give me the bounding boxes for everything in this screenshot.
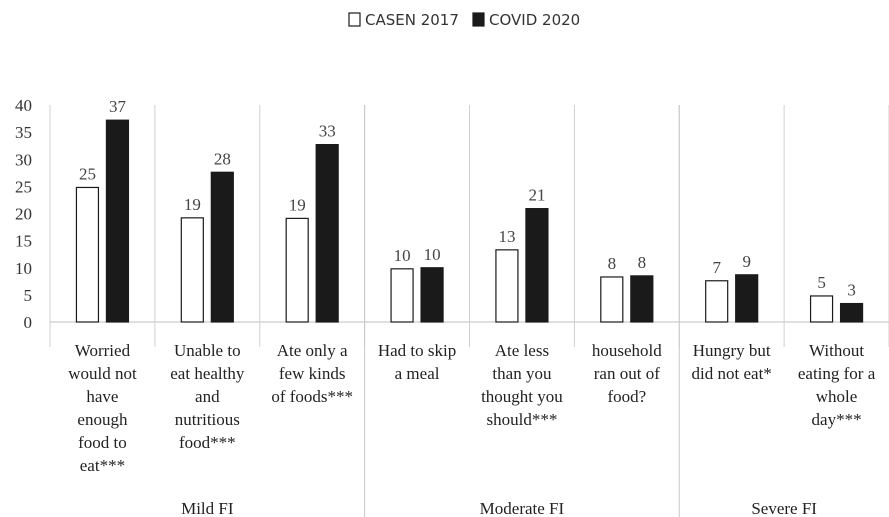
data-label: 37	[109, 97, 127, 116]
data-label: 33	[319, 122, 336, 141]
bar-casen-2017	[390, 268, 414, 323]
data-label: 21	[528, 186, 545, 205]
y-tick-label: 25	[15, 177, 32, 196]
bar-casen-2017	[180, 217, 204, 323]
y-tick-label: 40	[15, 96, 32, 115]
bar-casen-2017	[75, 186, 100, 323]
bar-casen-2017	[495, 249, 519, 323]
category-label-line: Without	[809, 341, 864, 360]
category-label-line: few kinds	[279, 364, 346, 383]
category-label: Had to skip a meal	[378, 341, 456, 383]
bar-casen-2017	[809, 295, 834, 323]
y-tick-label: 10	[15, 259, 32, 278]
legend-swatch-covid-2020	[472, 12, 485, 27]
category-label-line: Ate less	[495, 341, 549, 360]
data-label: 13	[498, 227, 515, 246]
legend-swatch-casen-2017	[348, 12, 361, 27]
category-label-line: a meal	[395, 364, 440, 383]
data-label: 8	[608, 254, 617, 273]
category-label: Without eating for a whole day***	[798, 341, 876, 429]
bar-casen-2017	[705, 280, 729, 323]
category-label-line: eating for a	[798, 364, 876, 383]
bar-covid-2020	[525, 208, 549, 323]
category-label-line: eat***	[80, 456, 125, 475]
category-label-line: food to	[78, 433, 127, 452]
y-tick-label: 0	[24, 313, 33, 332]
category-label-line: Hungry but	[693, 341, 771, 360]
data-label: 19	[184, 195, 201, 214]
bar-covid-2020	[735, 274, 759, 323]
x-axis: Worried would not have enough food to eat*** U…	[49, 105, 889, 517]
category-label-line: Had to skip	[378, 341, 456, 360]
legend-label: CASEN 2017	[365, 11, 459, 29]
bar-covid-2020	[630, 275, 654, 323]
bar-covid-2020	[105, 119, 130, 323]
category-label-line: than you	[492, 364, 552, 383]
category-label-line: nutritious	[175, 410, 240, 429]
data-label: 19	[289, 195, 306, 214]
category-label-line: whole	[816, 387, 858, 406]
data-label: 28	[214, 149, 231, 168]
group-label: Moderate FI	[480, 499, 565, 517]
bars: 25 19 19 10 13 8 7 5 37 28 33 10 21 8 9 3	[75, 97, 864, 323]
category-label: Ate only a few kinds of foods***	[271, 341, 353, 406]
y-tick-label: 15	[15, 232, 32, 251]
data-label: 8	[638, 253, 647, 272]
bar-covid-2020	[839, 302, 864, 323]
bar-covid-2020	[210, 171, 234, 323]
data-label: 10	[424, 245, 441, 264]
category-label-line: ran out of	[594, 364, 660, 383]
bar-covid-2020	[315, 144, 339, 323]
category-label: Ate less than you thought you should***	[481, 341, 563, 429]
category-label-line: have	[86, 387, 118, 406]
category-label-line: Ate only a	[277, 341, 348, 360]
bar-covid-2020	[420, 267, 444, 323]
category-label: Worried would not have enough food to eat***	[68, 341, 137, 475]
category-label-line: Unable to	[174, 341, 241, 360]
data-label: 3	[847, 281, 856, 300]
data-label: 5	[817, 273, 826, 292]
category-label-line: of foods***	[271, 387, 353, 406]
chart-legend: CASEN 2017 COVID 2020	[348, 11, 580, 29]
group-label: Mild FI	[181, 499, 234, 517]
bar-casen-2017	[285, 217, 309, 323]
category-label-line: eat healthy	[170, 364, 245, 383]
y-tick-label: 35	[15, 123, 32, 142]
y-tick-label: 5	[24, 286, 33, 305]
category-label-line: food***	[179, 433, 236, 452]
category-label-line: day***	[812, 410, 862, 429]
category-label-line: and	[195, 387, 220, 406]
data-label: 7	[712, 258, 721, 277]
category-label-line: should***	[487, 410, 558, 429]
legend-label: COVID 2020	[489, 11, 580, 29]
group-label: Severe FI	[751, 499, 817, 517]
y-tick-label: 20	[15, 205, 32, 224]
data-label: 10	[394, 246, 411, 265]
data-label: 9	[742, 252, 751, 271]
y-tick-label: 30	[15, 150, 32, 169]
category-label-line: household	[592, 341, 662, 360]
bar-casen-2017	[600, 276, 624, 323]
category-label-line: food?	[607, 387, 646, 406]
category-label-line: thought you	[481, 387, 563, 406]
category-label-line: enough	[77, 410, 128, 429]
category-label: Hungry but did not eat*	[692, 341, 772, 383]
data-label: 25	[79, 164, 96, 183]
category-label-line: Worried	[75, 341, 131, 360]
category-label-line: did not eat*	[692, 364, 772, 383]
category-label-line: would not	[68, 364, 137, 383]
category-label: Unable to eat healthy and nutritious food***	[170, 341, 245, 452]
category-label: household ran out of food?	[592, 341, 662, 406]
